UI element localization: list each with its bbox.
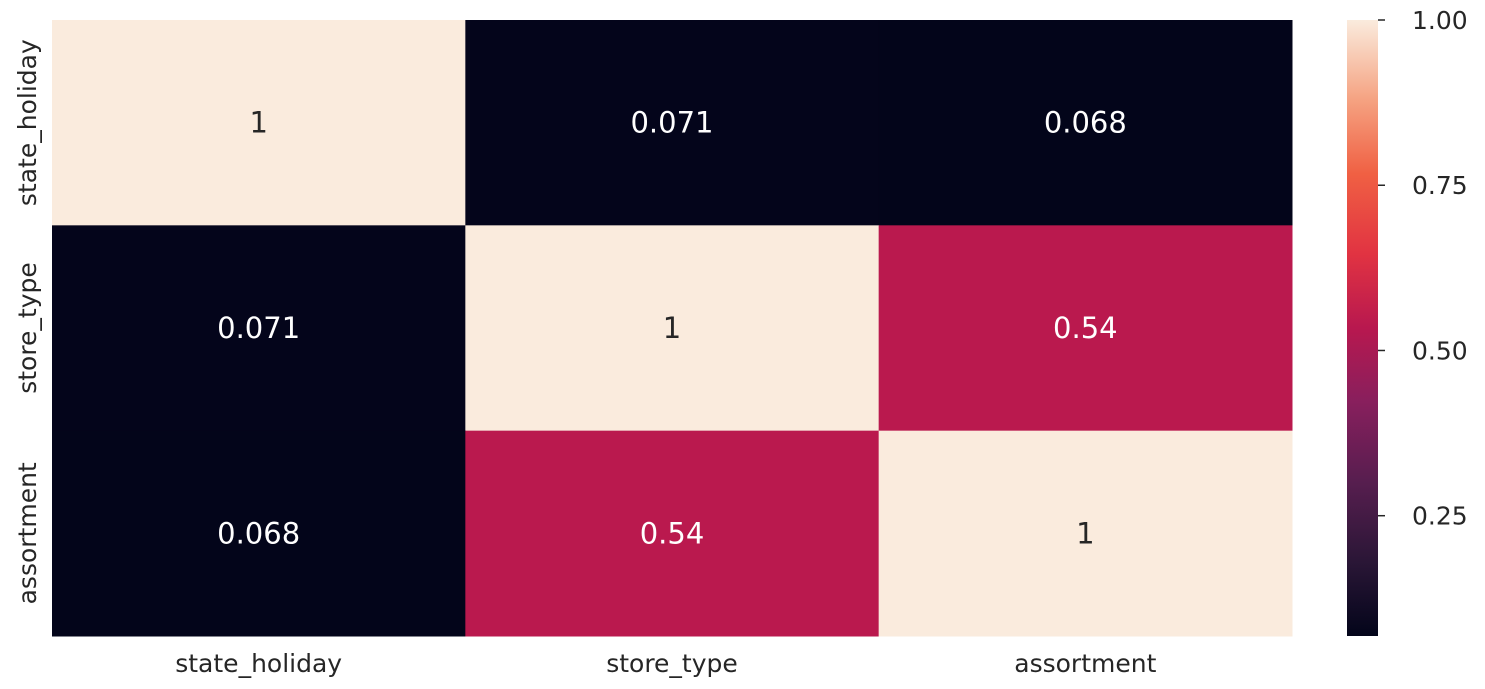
- colorbar-tick-label: 0.50: [1412, 336, 1468, 365]
- heatmap-cell-value: 1: [663, 311, 681, 345]
- heatmap-cells: [52, 20, 1293, 637]
- heatmap-cell-value: 0.54: [640, 516, 705, 550]
- y-tick-label: store_type: [13, 262, 42, 394]
- y-tick-label: state_holiday: [13, 39, 42, 206]
- heatmap-cell-value: 0.068: [217, 516, 300, 550]
- heatmap-cell: [52, 430, 466, 637]
- heatmap-cell: [878, 225, 1293, 432]
- heatmap-cell: [52, 20, 466, 226]
- heatmap-cell-value: 1: [249, 106, 267, 140]
- heatmap-cell-value: 0.071: [630, 106, 713, 140]
- heatmap-cell: [465, 20, 880, 226]
- heatmap-cell-value: 0.068: [1044, 106, 1127, 140]
- colorbar-tick-labels: 0.25 0.50 0.75 1.00: [1378, 6, 1468, 531]
- x-axis-tick-labels: state_holiday store_type assortment: [175, 649, 1156, 678]
- colorbar-tick-label: 1.00: [1412, 6, 1468, 35]
- colorbar-tick-label: 0.25: [1412, 502, 1468, 531]
- y-axis-tick-labels: state_holiday store_type assortment: [13, 39, 42, 604]
- heatmap-cell: [878, 20, 1293, 226]
- colorbar: [1347, 20, 1378, 636]
- colorbar-gradient: [1347, 20, 1378, 636]
- colorbar-tick-label: 0.75: [1412, 171, 1468, 200]
- heatmap-cell: [52, 225, 466, 432]
- heatmap-cell: [878, 430, 1293, 637]
- heatmap-cell-value: 0.54: [1053, 311, 1118, 345]
- x-tick-label: store_type: [606, 649, 738, 678]
- heatmap-cell: [465, 225, 880, 432]
- heatmap-cell-value: 0.071: [217, 311, 300, 345]
- y-tick-label: assortment: [13, 462, 42, 604]
- heatmap-cell-value: 1: [1076, 516, 1094, 550]
- x-tick-label: assortment: [1014, 649, 1156, 678]
- x-tick-label: state_holiday: [175, 649, 342, 678]
- heatmap-cell-labels: 1 0.071 0.068 0.071 1 0.54 0.068 0.54 1: [217, 106, 1127, 551]
- heatmap-cell: [465, 430, 880, 637]
